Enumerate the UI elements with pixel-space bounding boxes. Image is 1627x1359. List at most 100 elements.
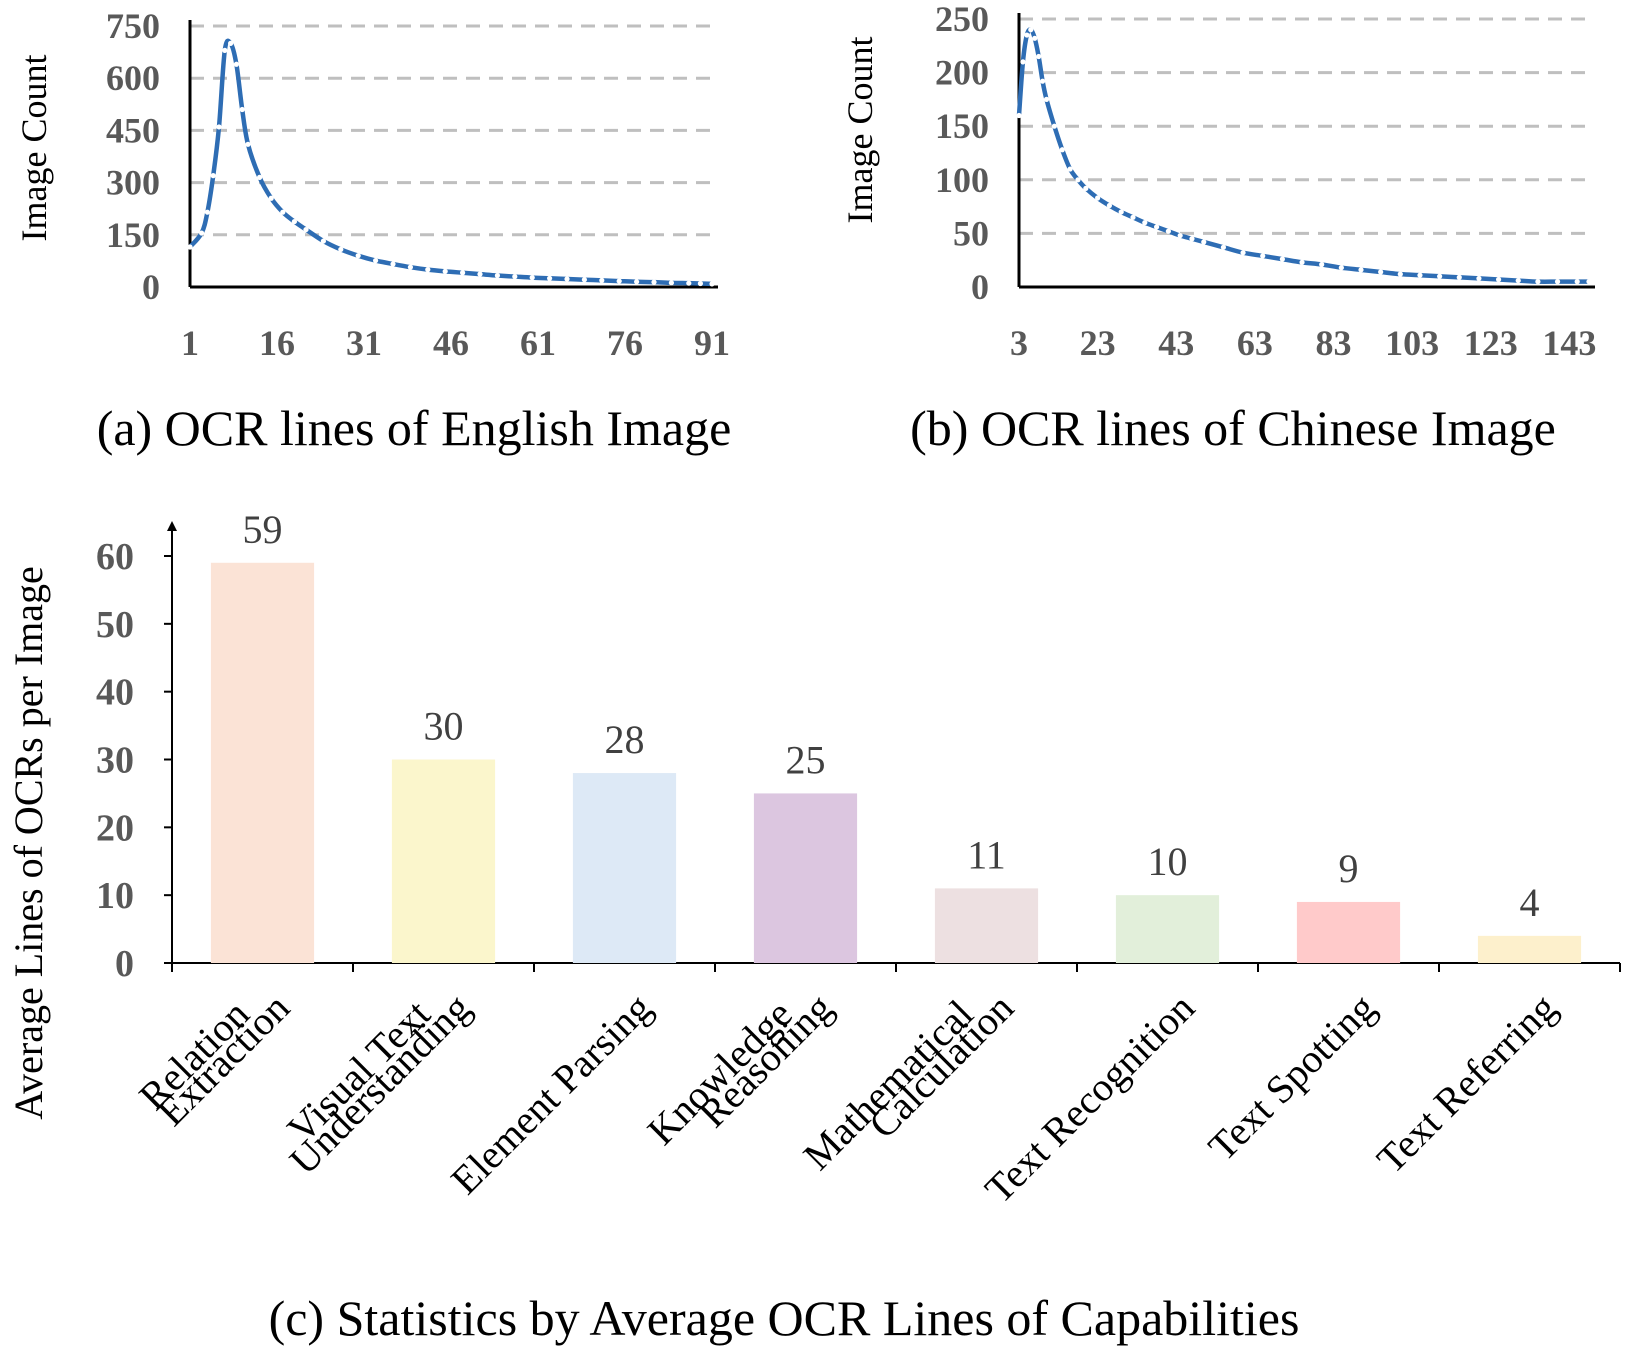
data-point bbox=[1016, 112, 1022, 119]
y-tick-label: 150 bbox=[106, 215, 160, 255]
y-tick-label: 60 bbox=[96, 536, 134, 578]
chart-caption: (a) OCR lines of English Image bbox=[97, 400, 732, 456]
y-tick-label: 0 bbox=[115, 943, 134, 985]
data-point bbox=[1574, 279, 1580, 285]
x-category-label: Text Spotting bbox=[1199, 985, 1384, 1170]
data-point bbox=[651, 279, 657, 285]
data-point bbox=[280, 209, 286, 215]
bar-value-label: 25 bbox=[786, 737, 826, 782]
data-point bbox=[1260, 253, 1266, 259]
data-point bbox=[1043, 96, 1050, 102]
data-point bbox=[1036, 53, 1042, 60]
data-point bbox=[1189, 236, 1195, 242]
chart-caption: (c) Statistics by Average OCR Lines of C… bbox=[269, 1290, 1300, 1346]
bar bbox=[1115, 895, 1220, 963]
y-axis-label: Image Count bbox=[840, 37, 880, 224]
data-point bbox=[634, 279, 640, 285]
bar-value-label: 4 bbox=[1520, 880, 1540, 925]
data-point bbox=[1437, 273, 1443, 279]
y-tick-label: 30 bbox=[96, 740, 134, 782]
data-point bbox=[1338, 265, 1344, 271]
y-tick-label: 100 bbox=[935, 160, 989, 200]
y-tick-label: 450 bbox=[106, 110, 160, 150]
chart-caption: (b) OCR lines of Chinese Image bbox=[910, 400, 1556, 456]
bar bbox=[1477, 935, 1582, 963]
data-point bbox=[1059, 147, 1065, 153]
data-point bbox=[1039, 78, 1046, 84]
x-tick-label: 83 bbox=[1315, 323, 1351, 363]
data-point bbox=[564, 276, 570, 282]
data-point bbox=[1378, 269, 1384, 275]
data-point bbox=[1240, 250, 1246, 256]
data-point bbox=[228, 40, 234, 47]
bar-value-label: 9 bbox=[1339, 846, 1359, 891]
x-tick-label: 91 bbox=[694, 323, 730, 363]
data-point bbox=[1535, 279, 1541, 285]
data-point bbox=[222, 47, 228, 53]
data-point bbox=[442, 268, 448, 274]
y-axis-label: Average Lines of OCRs per Image bbox=[6, 566, 51, 1120]
data-point bbox=[1358, 267, 1364, 273]
data-point bbox=[1279, 256, 1285, 262]
x-category-label-line: Text Spotting bbox=[1199, 985, 1384, 1170]
x-tick-label: 76 bbox=[607, 323, 643, 363]
data-point bbox=[390, 261, 396, 267]
y-tick-label: 750 bbox=[106, 6, 160, 46]
data-point bbox=[338, 246, 344, 253]
y-tick-label: 300 bbox=[106, 163, 160, 203]
data-point bbox=[1220, 244, 1227, 250]
y-axis-label: Image Count bbox=[14, 55, 54, 242]
x-tick-label: 23 bbox=[1080, 323, 1116, 363]
y-tick-label: 10 bbox=[96, 875, 134, 917]
series-line bbox=[1016, 27, 1592, 284]
data-point bbox=[233, 61, 239, 67]
y-tick-label: 600 bbox=[106, 58, 160, 98]
y-tick-label: 150 bbox=[935, 106, 989, 146]
data-point bbox=[268, 195, 274, 201]
x-tick-label: 46 bbox=[433, 323, 469, 363]
bar-value-label: 28 bbox=[605, 717, 645, 762]
data-point bbox=[668, 280, 675, 286]
chart-b-chinese-ocr-lines: 0 50 100 150 200 250 3 23 43 63 83 103 123 143 Image C… bbox=[840, 0, 1596, 456]
data-point bbox=[547, 275, 553, 281]
x-category-label-line: Understanding bbox=[281, 985, 479, 1183]
bar-value-label: 30 bbox=[424, 704, 464, 749]
bar bbox=[934, 888, 1039, 963]
data-point bbox=[425, 267, 431, 273]
data-point bbox=[1051, 123, 1057, 129]
data-point bbox=[1020, 59, 1026, 65]
x-tick-label: 31 bbox=[346, 323, 382, 363]
data-point bbox=[210, 173, 216, 179]
data-point bbox=[1201, 239, 1207, 245]
x-tick-label: 103 bbox=[1385, 323, 1439, 363]
data-point bbox=[494, 272, 500, 279]
data-point bbox=[1083, 185, 1089, 191]
data-point bbox=[460, 270, 466, 276]
data-point bbox=[581, 277, 588, 283]
data-point bbox=[1417, 272, 1423, 278]
data-point bbox=[529, 275, 535, 281]
bar bbox=[210, 562, 315, 963]
data-point bbox=[1476, 275, 1482, 282]
chart-a-english-ocr-lines: 0 150 300 450 600 750 1 16 31 46 61 76 91 Image Count… bbox=[14, 6, 731, 456]
x-tick-label: 143 bbox=[1542, 323, 1596, 363]
data-point bbox=[1067, 166, 1073, 172]
y-tick-label: 0 bbox=[971, 267, 989, 307]
data-point bbox=[1299, 259, 1305, 265]
data-point bbox=[1319, 261, 1325, 268]
data-point bbox=[1397, 271, 1403, 277]
x-tick-label: 3 bbox=[1010, 323, 1028, 363]
data-point bbox=[1586, 279, 1592, 285]
data-point bbox=[204, 209, 210, 215]
x-tick-label: 123 bbox=[1464, 323, 1518, 363]
data-point bbox=[1142, 220, 1148, 226]
data-point bbox=[245, 141, 251, 147]
data-point bbox=[355, 253, 361, 259]
data-point bbox=[1130, 214, 1136, 220]
data-point bbox=[477, 271, 483, 277]
